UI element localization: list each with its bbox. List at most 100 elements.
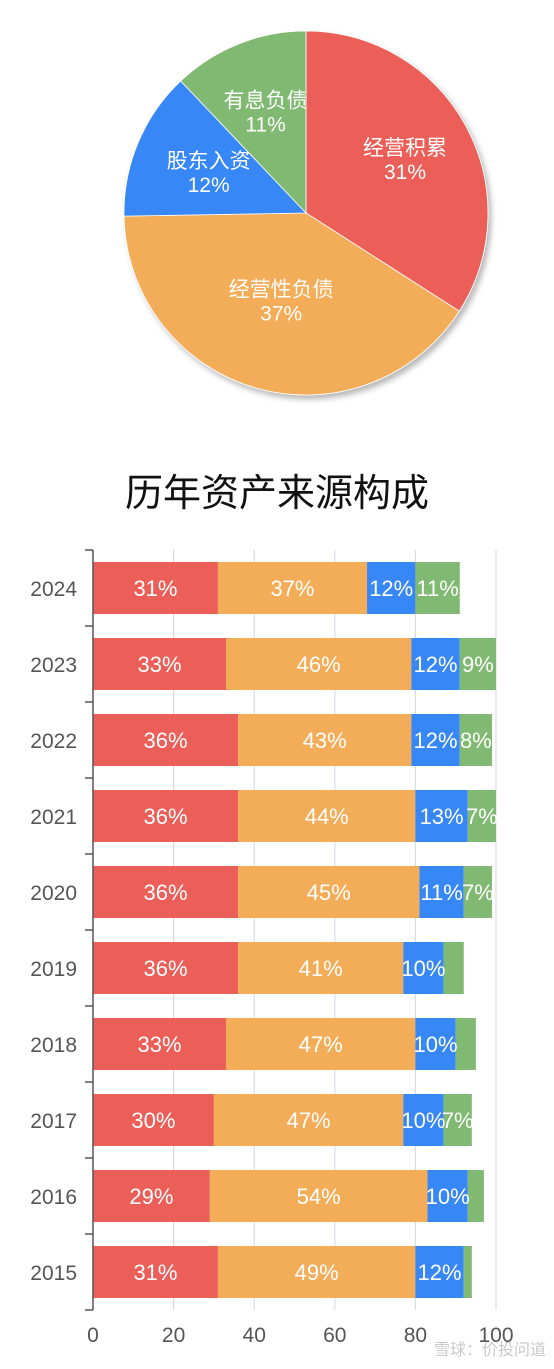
bar-segment (415, 562, 460, 614)
bar-segment (403, 1094, 444, 1146)
bar-segment (415, 1246, 464, 1298)
bar-value-label: 54% (297, 1184, 341, 1209)
bar-value-label: 47% (287, 1108, 331, 1133)
bar-value-label: 44% (305, 804, 349, 829)
bar-value-label: 12% (418, 1260, 462, 1285)
bar-segment (238, 866, 420, 918)
bar-segment (93, 1094, 214, 1146)
bar-value-label: 10% (401, 1108, 445, 1133)
bar-value-label: 36% (144, 804, 188, 829)
bar-value-label: 47% (299, 1032, 343, 1057)
bar-segment (225, 1018, 416, 1070)
pie-slice-percent: 31% (384, 161, 426, 184)
bar-segment (238, 790, 416, 842)
bar-value-label: 29% (129, 1184, 173, 1209)
pie-slice-percent: 37% (260, 303, 302, 326)
bar-value-label: 10% (414, 1032, 458, 1057)
bar-segment (93, 1170, 210, 1222)
year-label: 2019 (30, 958, 77, 981)
x-tick-label: 100 (478, 1324, 513, 1347)
year-label: 2016 (30, 1186, 77, 1209)
bar-segment (459, 714, 492, 766)
bar-value-label: 11% (420, 880, 462, 905)
bar-value-label: 10% (401, 956, 445, 981)
bar-segment (93, 942, 239, 994)
pie-slice-label: 有息负债 (224, 90, 308, 113)
year-label: 2021 (30, 806, 77, 829)
year-label: 2020 (30, 882, 77, 905)
pie-slice-label: 经营积累 (363, 137, 447, 160)
bar-segment (467, 1170, 484, 1222)
bar-svg: 31% 37% 12% 11%33% 46% 12% 9%36% 43% 12% 8%36% 44%… (30, 549, 514, 1347)
bar-segment (459, 638, 496, 690)
bar-value-label: 10% (426, 1184, 470, 1209)
bar-value-label: 46% (297, 652, 341, 677)
bar-value-label: 33% (137, 652, 181, 677)
bar-value-label: 7% (442, 1108, 474, 1133)
bar-value-label: 43% (303, 728, 347, 753)
year-label: 2017 (30, 1110, 77, 1133)
bar-segment (411, 714, 460, 766)
bar-value-label: 36% (144, 956, 188, 981)
bar-segment (217, 1246, 416, 1298)
bar-segment (238, 942, 404, 994)
x-tick-label: 80 (404, 1324, 427, 1347)
bar-segment (93, 866, 239, 918)
bar-value-label: 49% (295, 1260, 339, 1285)
bar-segment (93, 1246, 218, 1298)
bar-segment (403, 942, 444, 994)
bar-segment (93, 562, 218, 614)
pie-slice (123, 212, 460, 396)
year-label: 2024 (30, 578, 77, 601)
bar-segment (427, 1170, 468, 1222)
bar-value-label: 12% (369, 576, 413, 601)
bar-segment (93, 1018, 226, 1070)
pie-slice (180, 30, 307, 215)
bar-value-label: 9% (462, 652, 494, 677)
pie-slice (123, 80, 307, 217)
x-tick-label: 40 (243, 1324, 266, 1347)
year-label: 2022 (30, 730, 77, 753)
bar-value-label: 31% (133, 576, 177, 601)
pie-slice-label: 经营性负债 (229, 279, 334, 302)
bar-segment (93, 790, 239, 842)
asset-source-pie-chart: 经营积累 31% 经营性负债 37% 股东入资 12% 有息负债 11% (0, 0, 554, 420)
bar-value-label: 12% (414, 652, 458, 677)
bar-value-label: 7% (466, 804, 498, 829)
bar-segment (367, 562, 416, 614)
bar-value-label: 12% (414, 728, 458, 753)
bar-value-label: 36% (144, 728, 188, 753)
bar-value-label: 7% (462, 880, 494, 905)
bar-segment (443, 942, 464, 994)
bar-segment (463, 1246, 472, 1298)
year-label: 2018 (30, 1034, 77, 1057)
bar-segment (213, 1094, 404, 1146)
asset-source-bar-chart: 31% 37% 12% 11% 33% 46% 12% 9% 36% 43% 12% 8% 36% 44%… (0, 540, 554, 1364)
pie-slice-label: 股东入资 (167, 150, 251, 173)
bar-value-label: 45% (307, 880, 351, 905)
pie-slice-percent: 11% (245, 114, 285, 137)
bar-value-label: 30% (131, 1108, 175, 1133)
bar-segment (238, 714, 412, 766)
bar-value-label: 13% (420, 804, 464, 829)
watermark-text: 雪球：价投问道 (433, 1340, 546, 1359)
bar-value-label: 37% (270, 576, 314, 601)
bar-segment (225, 638, 412, 690)
bar-segment (217, 562, 368, 614)
bar-value-label: 31% (133, 1260, 177, 1285)
bar-segment (209, 1170, 428, 1222)
bar-value-label: 8% (460, 728, 492, 753)
x-tick-label: 60 (323, 1324, 346, 1347)
bar-value-label: 11% (416, 576, 458, 601)
bar-segment (455, 1018, 476, 1070)
bar-segment (443, 1094, 472, 1146)
bar-segment (415, 1018, 456, 1070)
bar-value-label: 36% (144, 880, 188, 905)
year-label: 2015 (30, 1262, 77, 1285)
bar-segment (93, 638, 226, 690)
pie-slice-percent: 12% (188, 174, 230, 197)
pie-slice (305, 30, 489, 312)
bar-chart-title: 历年资产来源构成 (124, 471, 429, 515)
